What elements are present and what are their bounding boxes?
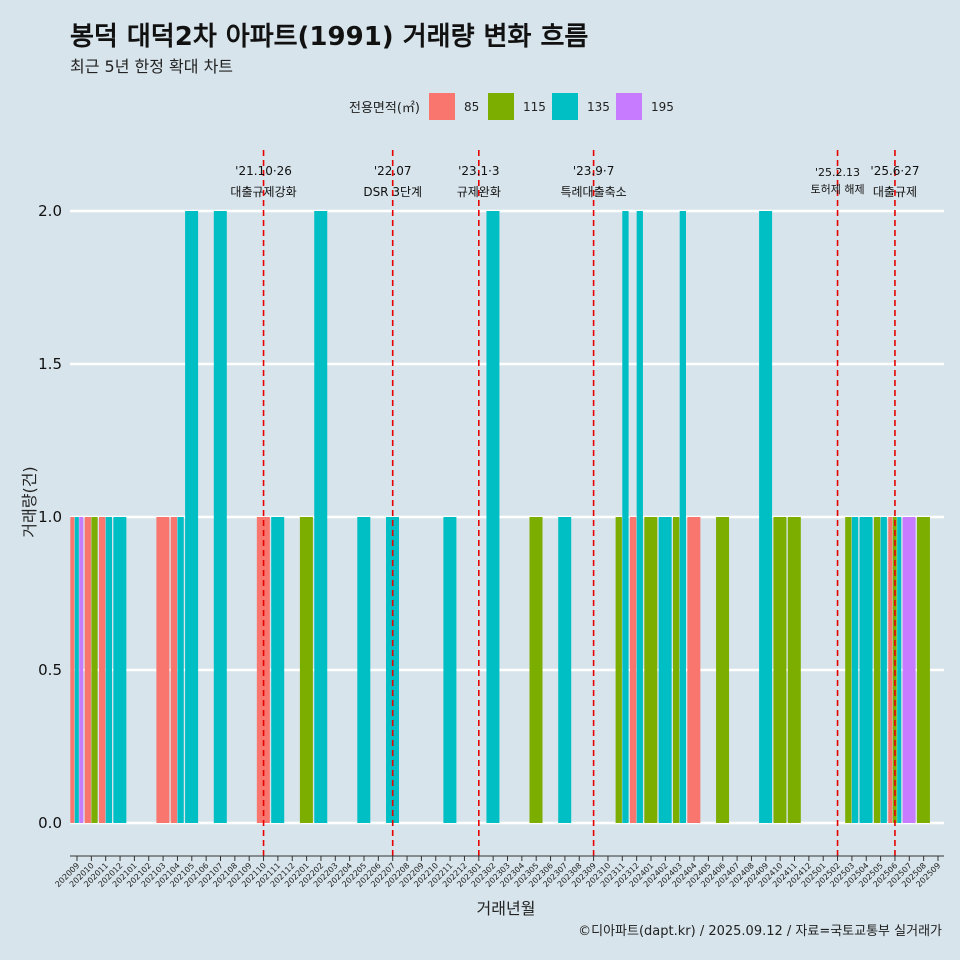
bar-202402-135	[658, 517, 672, 823]
legend-label-135: 135	[587, 100, 610, 114]
bar-202312-135	[636, 211, 643, 823]
x-axis: 2020092020102020112020122021012021022021…	[53, 855, 944, 889]
legend-title: 전용면적(㎡)	[349, 101, 420, 116]
bar-202302-135	[486, 211, 500, 823]
event-text-label: DSR 3단계	[363, 185, 422, 199]
bar-202307-135	[558, 517, 572, 823]
grid	[70, 209, 944, 825]
bar-202508-115	[916, 517, 930, 823]
bar-202411-115	[787, 517, 801, 823]
bar-202507-195	[902, 517, 916, 823]
bar-202506-135	[897, 517, 902, 823]
bar-202409-135	[759, 211, 773, 823]
event-text-label: 토허제 해제	[810, 182, 864, 196]
y-tick-label: 0.0	[38, 814, 62, 832]
bar-202011-85	[99, 517, 106, 823]
event-date-label: '23.1·3	[458, 164, 499, 178]
bar-202311-135	[622, 211, 629, 823]
bar-202104-85	[170, 517, 178, 823]
bar-202111-135	[271, 517, 285, 823]
bar-202505-135	[880, 517, 887, 823]
x-axis-title: 거래년월	[477, 899, 536, 918]
event-text-label: 특례대출축소	[560, 185, 626, 199]
bar-202403-115	[673, 517, 680, 823]
legend-key-115	[488, 93, 514, 120]
legend-key-135	[552, 93, 578, 120]
bar-202305-115	[529, 517, 543, 823]
bar-202404-85	[687, 517, 701, 823]
bar-202103-85	[156, 517, 170, 823]
bar-202011-135	[105, 517, 112, 823]
event-date-label: '25.2.13	[815, 166, 860, 179]
bar-202311-115	[615, 517, 622, 823]
legend-label-115: 115	[523, 100, 546, 114]
event-text-label: 대출규제강화	[230, 185, 296, 199]
legend-label-195: 195	[651, 100, 674, 114]
y-tick-label: 1.5	[38, 355, 62, 373]
event-date-label: '22.07	[374, 164, 412, 178]
legend: 전용면적(㎡) 85 115 135 195	[349, 93, 674, 120]
event-date-label: '25.6·27	[870, 164, 919, 178]
bar-202009-135	[74, 517, 79, 823]
page-subtitle: 최근 5년 한정 확대 차트	[70, 57, 234, 76]
bar-202312-85	[629, 517, 637, 823]
y-tick-label: 0.5	[38, 661, 62, 679]
bar-202107-135	[213, 211, 227, 823]
bar-202202-135	[314, 211, 328, 823]
caption: ©디아파트(dapt.kr) / 2025.09.12 / 자료=국토교통부 실…	[578, 924, 942, 939]
bar-202010-85	[84, 517, 91, 823]
event-text-label: 규제완화	[457, 185, 501, 199]
bar-202211-135	[443, 517, 457, 823]
page-title: 봉덕 대덕2차 아파트(1991) 거래량 변화 흐름	[70, 22, 589, 52]
bar-202505-115	[873, 517, 881, 823]
bar-202503-135	[851, 517, 859, 823]
y-axis: 0.0 0.5 1.0 1.5 2.0	[38, 202, 62, 832]
event-text-label: 대출규제	[873, 185, 917, 199]
bar-202410-115	[773, 517, 787, 823]
legend-label-85: 85	[464, 100, 479, 114]
bar-202406-115	[716, 517, 730, 823]
bar-202105-135	[185, 211, 199, 823]
bars	[70, 211, 930, 823]
legend-key-195	[616, 93, 642, 120]
y-axis-title: 거래량(건)	[20, 466, 39, 537]
event-date-label: '23.9·7	[573, 164, 614, 178]
bar-202012-135	[113, 517, 127, 823]
y-tick-label: 2.0	[38, 202, 62, 220]
annotations: '21.10·26 대출규제강화 '22.07 DSR 3단계 '23.1·3 규제완화 '…	[230, 150, 920, 856]
bar-202506-85	[888, 517, 893, 823]
bar-202503-115	[845, 517, 852, 823]
y-tick-label: 1.0	[38, 508, 62, 526]
bar-202009-195	[79, 517, 84, 823]
bar-202010-115	[91, 517, 98, 823]
bar-202403-135	[679, 211, 686, 823]
bar-202201-115	[299, 517, 313, 823]
bar-202009-85	[70, 517, 75, 823]
bar-202205-135	[357, 517, 371, 823]
event-date-label: '21.10·26	[235, 164, 292, 178]
bar-202504-135	[859, 517, 873, 823]
bar-202104-135	[177, 517, 184, 823]
legend-key-85	[429, 93, 455, 120]
bar-202401-115	[644, 517, 658, 823]
